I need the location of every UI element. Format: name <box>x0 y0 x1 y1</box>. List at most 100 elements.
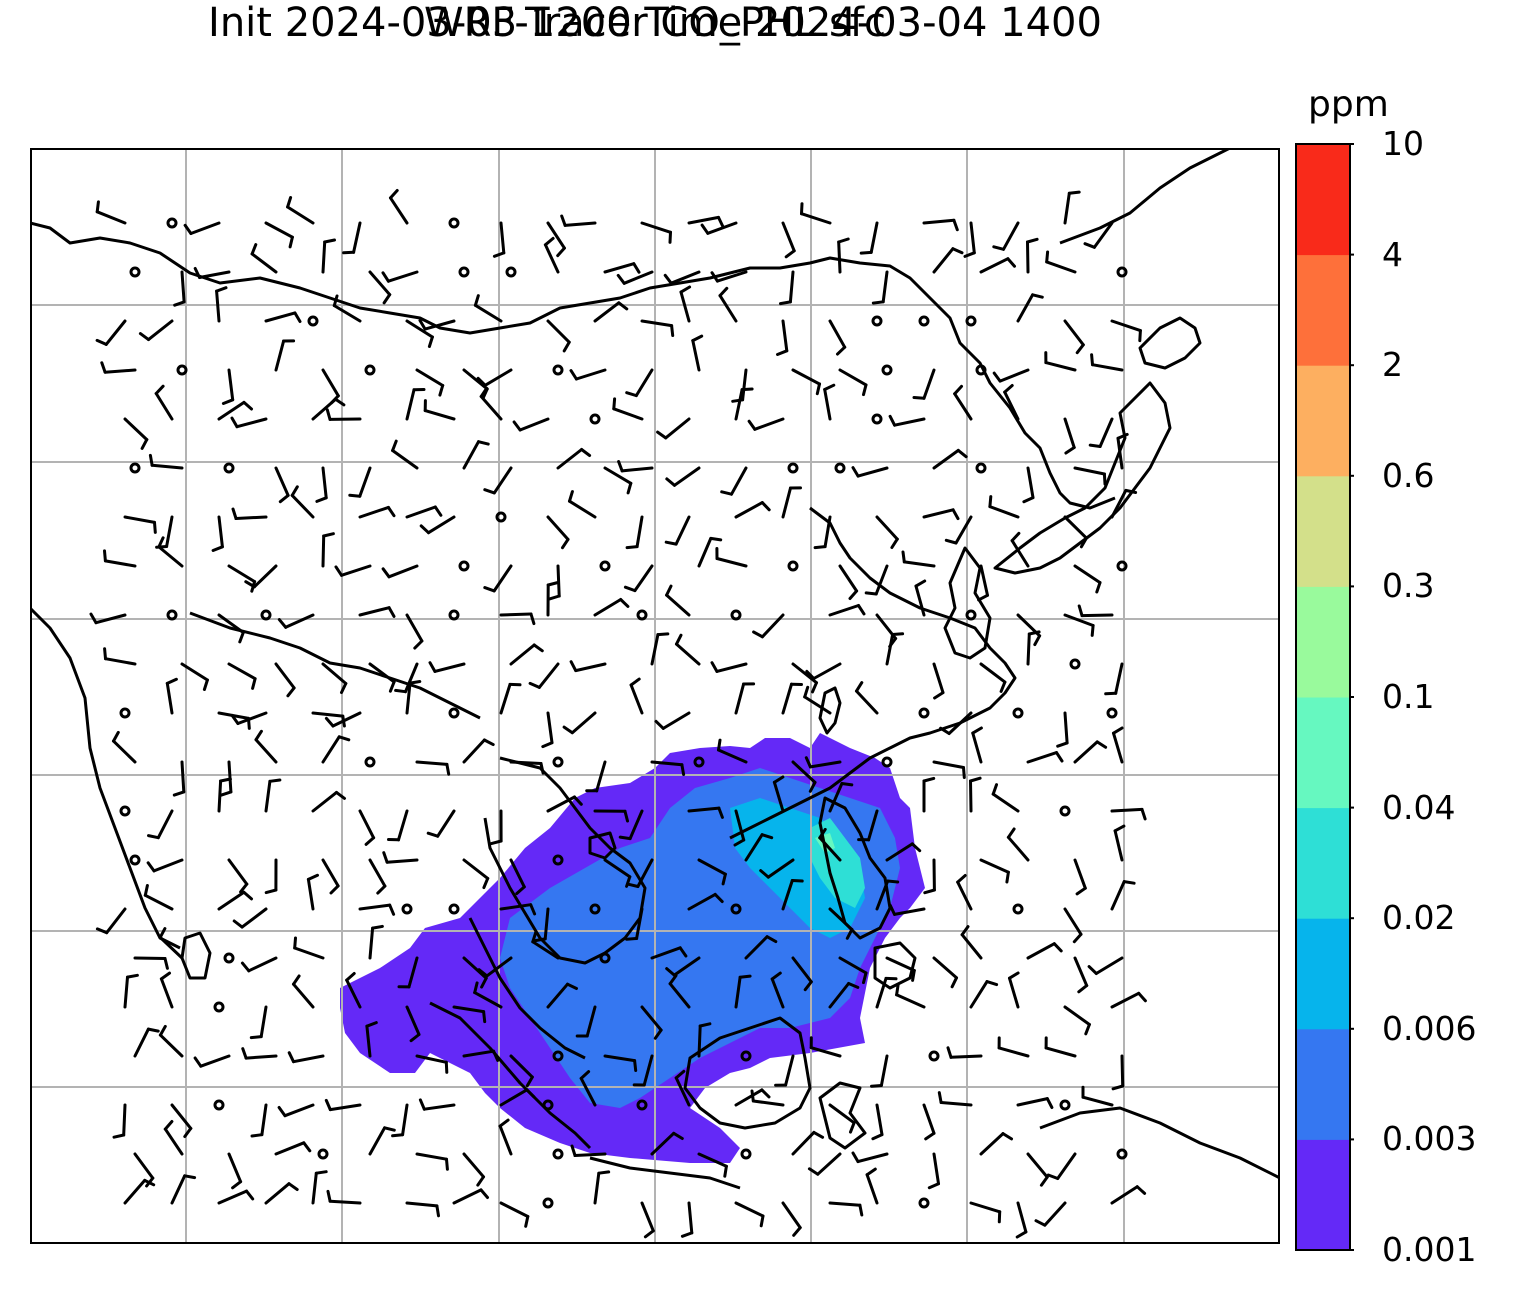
wind-barb-shaft <box>781 879 794 911</box>
wind-barb-flag <box>960 925 970 937</box>
wind-barb-flag <box>679 285 692 294</box>
wind-barb-flag <box>922 776 936 783</box>
wind-barb-shaft <box>922 218 956 225</box>
wind-barb-shaft <box>635 515 644 549</box>
wind-barb-flag <box>815 382 821 396</box>
wind-barb-flag <box>529 903 537 916</box>
wind-barb-shaft <box>368 858 387 888</box>
wind-barb-flag <box>710 271 719 283</box>
wind-barb-flag <box>914 579 927 588</box>
wind-barb-shaft <box>1006 835 1030 862</box>
wind-barb-shaft <box>244 1054 278 1060</box>
wind-barb-shaft <box>264 221 294 239</box>
wind-barb-flag <box>1045 1097 1054 1109</box>
wind-barb-flag <box>250 1133 264 1138</box>
wind-barb-shaft <box>1081 1095 1114 1107</box>
calm-marker <box>871 413 883 425</box>
wind-barb-shaft <box>407 956 419 989</box>
wind-barb-shaft <box>293 946 325 960</box>
wind-barb-flag <box>183 1126 193 1138</box>
wind-barb-shaft <box>574 368 607 381</box>
wind-barb-shaft <box>875 879 890 911</box>
china-coast <box>729 506 1017 840</box>
wind-barb-shaft <box>415 1054 448 1064</box>
wind-barb-flag <box>698 1022 712 1028</box>
calm-marker <box>505 266 517 278</box>
wind-barb-shaft <box>856 466 889 478</box>
wind-barb-flag <box>862 971 868 985</box>
wind-barb-shaft <box>1114 662 1124 695</box>
wind-barb-shaft <box>498 1124 513 1156</box>
wind-barb-shaft <box>165 681 174 715</box>
wind-barb-shaft <box>570 711 597 735</box>
calm-marker <box>542 1197 554 1209</box>
wind-barb-flag <box>326 1189 332 1203</box>
wind-barb-flag <box>733 838 746 847</box>
wind-barb-flag <box>277 618 288 629</box>
wind-barb-flag <box>674 1069 686 1080</box>
wind-barb-flag <box>668 230 672 244</box>
colorbar-tick-label: 0.3 <box>1382 566 1435 606</box>
wind-barb-shaft <box>979 858 1010 874</box>
wind-barb-shaft <box>122 1103 127 1137</box>
wind-barb-flag <box>163 1120 174 1131</box>
calm-marker <box>307 315 319 327</box>
wind-barb-shaft <box>828 782 844 813</box>
wind-barb-flag <box>230 416 239 429</box>
wind-barb-shaft <box>537 662 560 689</box>
colorbar-segment <box>1296 697 1350 809</box>
calm-marker <box>871 315 883 327</box>
wind-barb-flag <box>482 876 490 890</box>
wind-barb-flag <box>1077 984 1089 994</box>
colorbar <box>1295 143 1354 1251</box>
wind-barb-flag <box>625 937 639 941</box>
wind-barb-flag <box>851 466 860 478</box>
wind-barb-flag <box>1046 1173 1060 1180</box>
wind-barb-flag <box>851 1151 860 1164</box>
wind-barb-shaft <box>123 515 156 524</box>
wind-barb-shaft <box>922 368 936 400</box>
korea-peninsula <box>943 546 992 660</box>
calm-marker <box>552 364 564 376</box>
wind-barb-shaft <box>358 606 391 617</box>
wind-barb-shaft <box>133 1152 155 1180</box>
mainland-asia-coast <box>30 221 1116 510</box>
wind-barb-flag <box>927 1182 940 1190</box>
wind-barb-shaft <box>838 368 868 387</box>
wind-barb-shaft <box>368 926 375 960</box>
wind-barb-shaft <box>165 515 174 548</box>
wind-barb-flag <box>215 286 228 293</box>
colorbar-segment <box>1296 1028 1350 1140</box>
philippines-luzon <box>818 796 892 940</box>
wind-barb-flag <box>625 545 639 550</box>
wind-barb-flag <box>146 1027 160 1033</box>
wind-barb-shaft <box>311 1171 318 1205</box>
wind-barb-shaft <box>321 368 340 398</box>
wind-barb-shaft <box>156 809 174 840</box>
wind-barb-shaft <box>198 270 231 279</box>
wind-barb-shaft <box>240 907 268 929</box>
wind-barb-shaft <box>556 564 561 598</box>
wind-barb-flag <box>112 1133 126 1139</box>
title-line-2: Init 2024-03-03 1200 Time 2024-03-04 140… <box>208 0 1102 46</box>
wind-barb-flag <box>933 691 945 700</box>
wind-barb-shaft <box>893 417 926 427</box>
wind-barb-shaft <box>423 409 456 421</box>
wind-barb-shaft <box>998 368 1030 383</box>
wind-barb-shaft <box>290 493 315 519</box>
wind-barb-flag <box>245 1189 255 1201</box>
wind-barb-shaft <box>1110 880 1126 911</box>
wind-barb-shaft <box>781 319 789 353</box>
colorbar-segment <box>1296 144 1350 256</box>
wind-barb-shaft <box>331 711 362 728</box>
wind-barb-flag <box>665 584 673 597</box>
wind-barb-flag <box>334 565 343 577</box>
wind-barb-shaft <box>1112 731 1124 764</box>
map-panel <box>30 148 1280 1244</box>
wind-barb-shaft <box>772 780 785 813</box>
wind-barb-shaft <box>960 933 983 960</box>
wind-barb-flag <box>912 396 926 400</box>
wind-barb-shaft <box>264 779 272 813</box>
wind-barb-shaft <box>902 560 936 568</box>
wind-barb-shaft <box>1073 956 1089 988</box>
